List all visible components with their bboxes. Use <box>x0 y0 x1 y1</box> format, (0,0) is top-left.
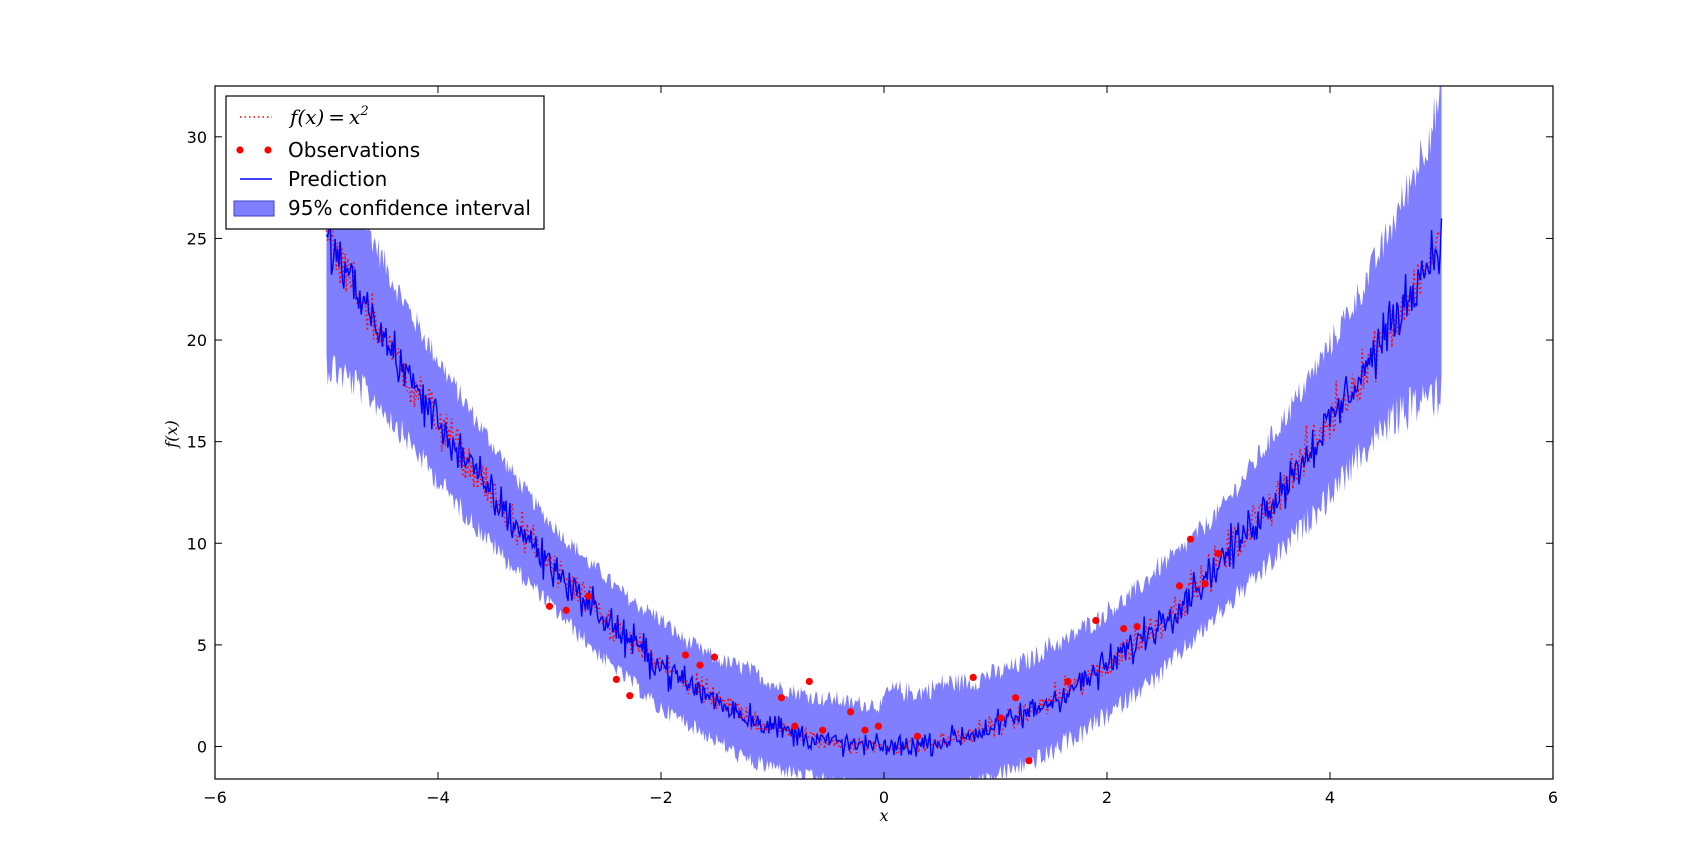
x-axis-label: x <box>879 806 888 825</box>
observation-point <box>861 726 869 734</box>
observation-point <box>791 722 799 730</box>
y-tick-label: 20 <box>187 331 207 350</box>
observation-point <box>612 675 621 684</box>
y-tick-label: 10 <box>187 534 207 553</box>
observation-point <box>562 606 570 614</box>
observation-point <box>913 732 922 740</box>
observation-point <box>1120 625 1128 633</box>
observation-point <box>545 602 554 610</box>
legend-observations-marker-1 <box>236 146 244 154</box>
x-tick-label: 0 <box>879 788 889 807</box>
y-ticks: 0 5 10 15 20 25 30 <box>187 128 1553 756</box>
confidence-interval-band <box>326 86 1442 779</box>
x-ticks: −6 −4 −2 0 2 4 6 <box>203 86 1558 807</box>
legend-confidence-label: 95% confidence interval <box>288 196 531 220</box>
observation-point <box>1187 535 1195 543</box>
x-tick-label: −4 <box>426 788 450 807</box>
prediction-line <box>325 217 1443 757</box>
observation-point <box>1175 582 1184 590</box>
observation-point <box>819 726 827 734</box>
observation-point <box>1064 677 1072 686</box>
observation-point <box>584 592 593 600</box>
observation-point <box>847 708 855 716</box>
axes: −6 −4 −2 0 2 4 6 0 5 10 15 20 25 30 x f(x) <box>162 85 1558 825</box>
legend-true-function-sup: 2 <box>359 104 368 119</box>
observation-point <box>626 692 634 700</box>
observation-point <box>1201 580 1209 588</box>
y-tick-label: 30 <box>187 128 207 147</box>
legend-prediction-label: Prediction <box>288 167 387 191</box>
observation-point <box>1025 757 1033 765</box>
plot-area <box>325 86 1443 779</box>
y-tick-label: 15 <box>187 433 207 452</box>
observation-point <box>969 673 977 682</box>
observation-point <box>874 722 883 730</box>
legend-confidence-swatch <box>233 200 275 217</box>
observation-point <box>696 661 704 669</box>
x-tick-label: 4 <box>1325 788 1335 807</box>
legend: f(x) = x2 Observations Prediction 95% co… <box>225 95 545 230</box>
observation-point <box>1133 623 1141 631</box>
y-tick-label: 25 <box>187 229 207 248</box>
legend-frame <box>225 95 545 230</box>
legend-true-function-label: f(x) = x2 <box>288 104 369 129</box>
observation-point <box>805 677 813 686</box>
observation-point <box>1214 549 1223 558</box>
x-tick-label: −2 <box>649 788 673 807</box>
observation-point <box>997 714 1005 722</box>
y-tick-label: 0 <box>197 737 207 756</box>
legend-true-function-text: f(x) = x <box>288 105 360 129</box>
observation-point <box>681 651 690 659</box>
y-tick-label: 5 <box>197 636 207 655</box>
observation-point <box>1012 694 1020 702</box>
observation-point <box>1092 616 1100 625</box>
x-tick-label: 6 <box>1548 788 1558 807</box>
observations <box>545 535 1223 765</box>
observation-point <box>777 694 786 702</box>
x-tick-label: 2 <box>1102 788 1112 807</box>
x-tick-label: −6 <box>203 788 227 807</box>
observation-point <box>710 653 719 661</box>
legend-observations-label: Observations <box>288 138 420 162</box>
legend-observations-marker-2 <box>264 146 272 154</box>
y-axis-label: f(x) <box>162 420 181 448</box>
